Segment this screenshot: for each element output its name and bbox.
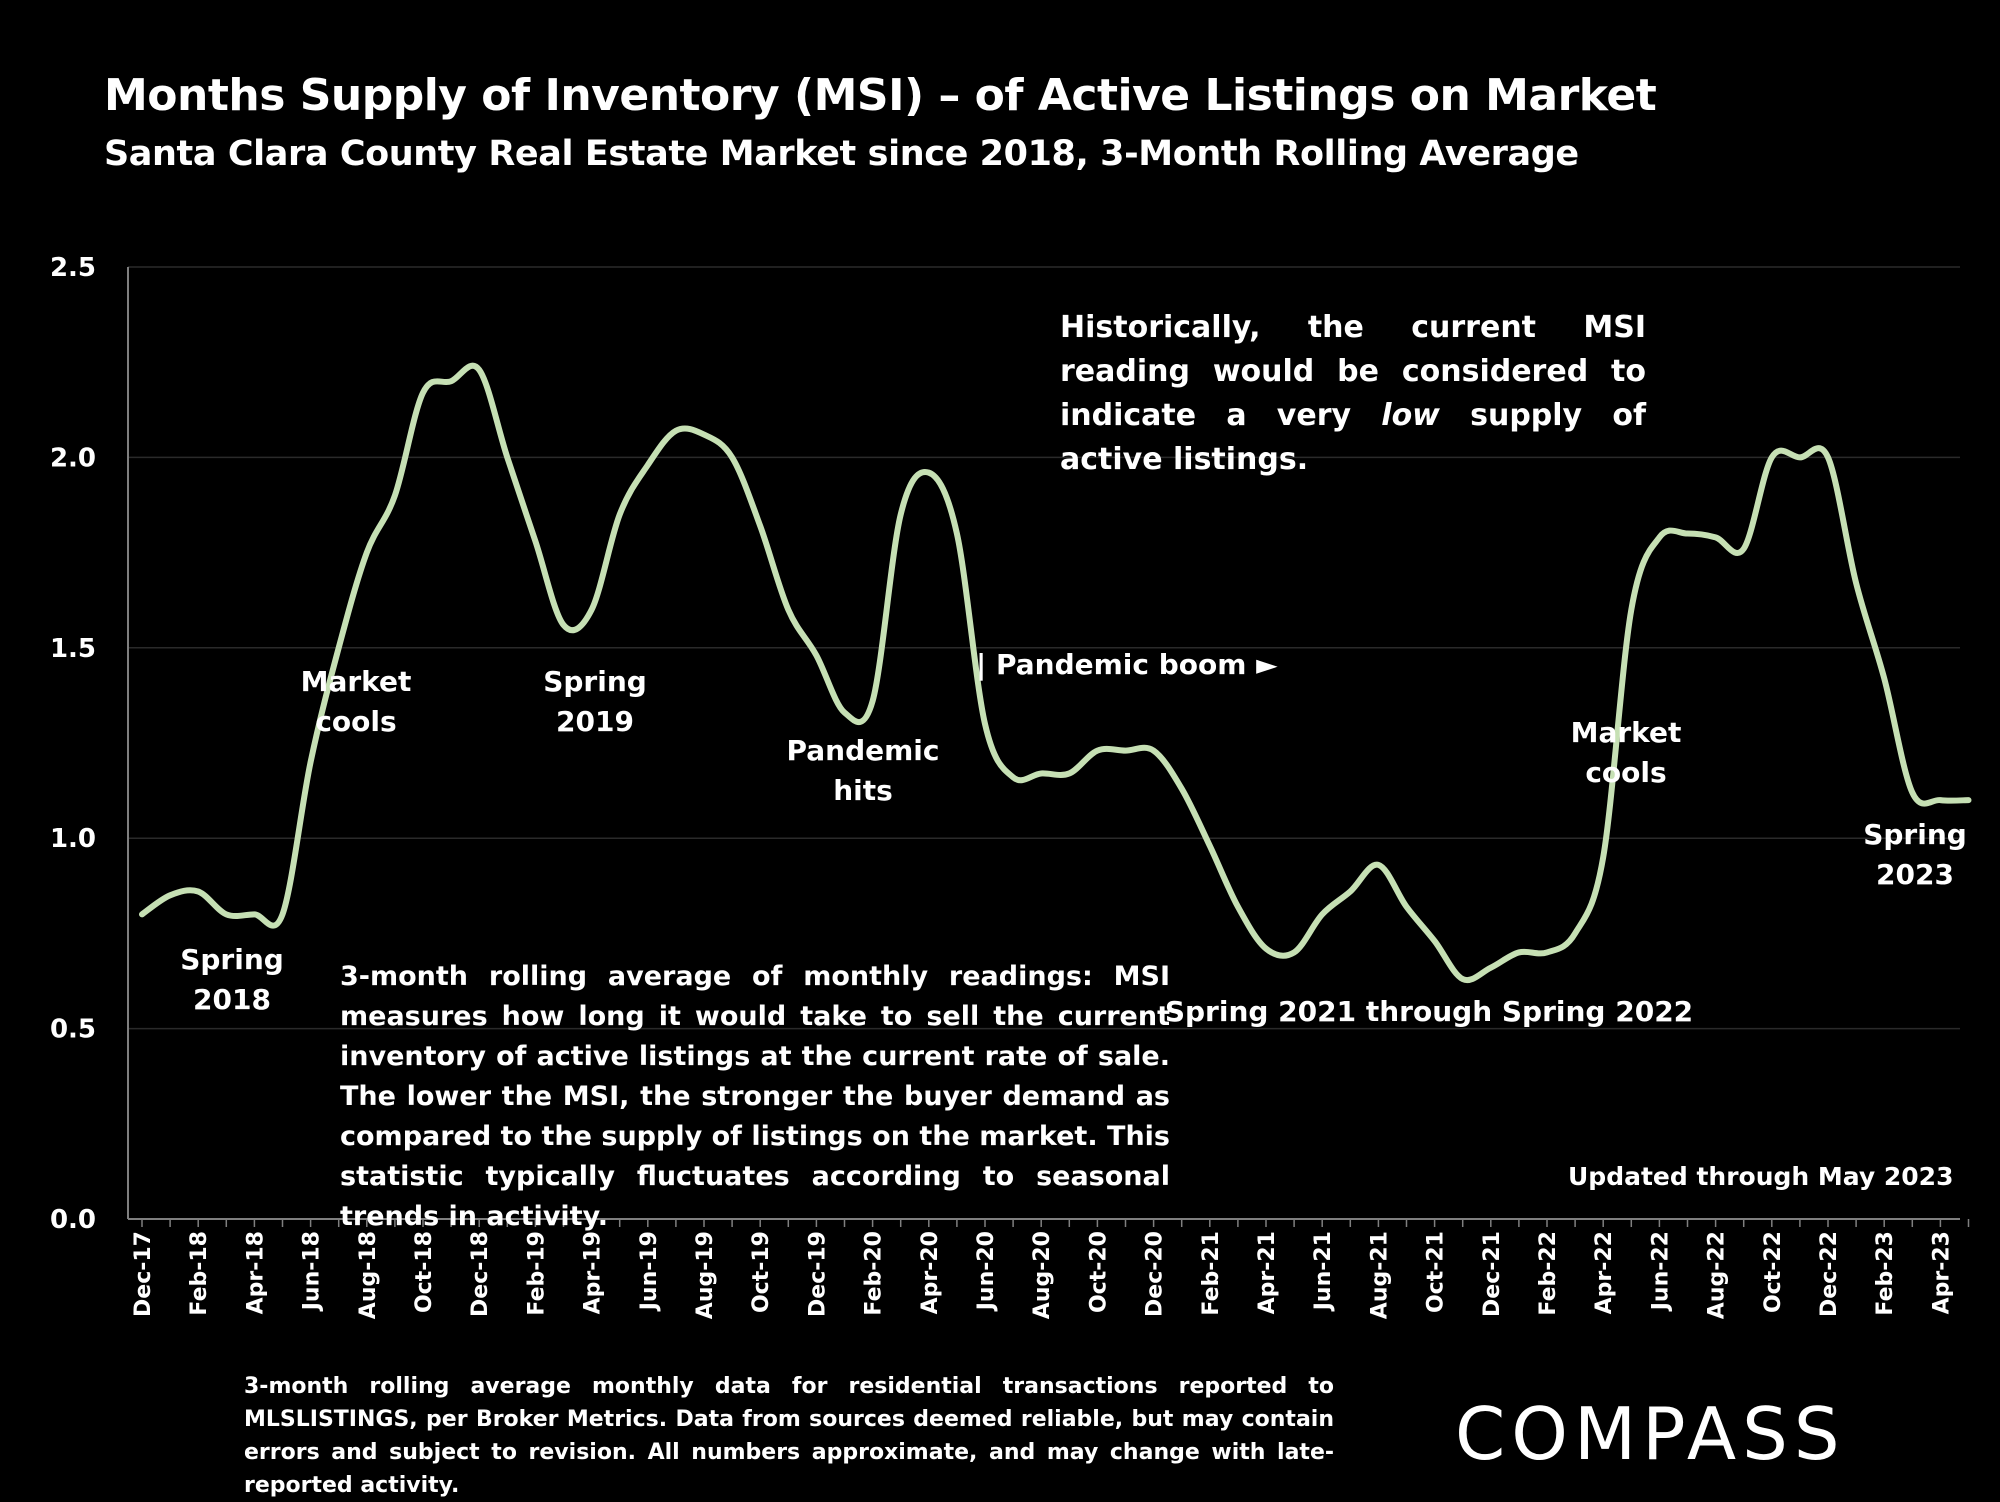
gridlines — [128, 266, 1960, 1030]
x-tick-label: Dec-17 — [131, 1231, 156, 1317]
y-tick-label: 2.0 — [50, 443, 96, 473]
x-tick-label: Dec-22 — [1817, 1231, 1842, 1317]
x-tick-label: Oct-19 — [749, 1231, 774, 1313]
series-line-msi — [139, 362, 1972, 984]
pandemic-boom-label: | Pandemic boom ► — [976, 648, 1278, 681]
annotation-spring-2023: Spring 2023 — [1863, 818, 1967, 891]
axes — [127, 267, 1970, 1227]
x-tick-label: Aug-19 — [693, 1231, 718, 1319]
annotation-pandemic-hits: Pandemic hits — [786, 734, 940, 807]
x-tick-label: Aug-20 — [1030, 1231, 1055, 1319]
definition-note: 3-month rolling average of monthly readi… — [340, 961, 1170, 1232]
annotation-market-cools-2018: Market cools — [300, 665, 412, 738]
y-tick-labels: 0.0 0.5 1.0 1.5 2.0 2.5 — [50, 253, 96, 1235]
annotation-spring-2021-2022: Spring 2021 through Spring 2022 — [1164, 995, 1694, 1028]
x-tick-label: Aug-22 — [1705, 1231, 1730, 1319]
x-tick-label: Jun-20 — [974, 1231, 999, 1312]
x-tick-label: Apr-20 — [918, 1231, 943, 1314]
x-tick-label: Jun-18 — [300, 1231, 325, 1312]
x-tick-label: Aug-21 — [1367, 1231, 1392, 1319]
x-tick-label: Apr-21 — [1255, 1231, 1280, 1314]
y-tick-label: 2.5 — [50, 253, 96, 283]
x-tick-label: Apr-22 — [1592, 1231, 1617, 1314]
compass-logo: COMPASS — [1455, 1392, 1846, 1476]
footer-note: 3-month rolling average monthly data for… — [244, 1374, 1334, 1498]
y-tick-label: 1.5 — [50, 634, 96, 664]
x-tick-label: Feb-21 — [1199, 1231, 1224, 1316]
historical-note: Historically, the current MSI reading wo… — [1060, 310, 1646, 477]
chart-subtitle: Santa Clara County Real Estate Market si… — [104, 134, 1579, 174]
x-tick-label: Apr-19 — [581, 1231, 606, 1314]
x-tick-label: Jun-22 — [1648, 1231, 1673, 1312]
x-tick-label: Feb-20 — [862, 1231, 887, 1316]
x-tick-label: Oct-21 — [1424, 1231, 1449, 1313]
y-tick-label: 0.5 — [50, 1015, 96, 1045]
x-tick-label: Dec-21 — [1480, 1231, 1505, 1317]
y-tick-label: 0.0 — [50, 1205, 96, 1235]
x-tick-label: Dec-19 — [805, 1231, 830, 1317]
x-tick-label: Dec-20 — [1143, 1231, 1168, 1317]
x-tick-label: Oct-22 — [1761, 1231, 1786, 1313]
x-tick-label: Feb-19 — [524, 1231, 549, 1316]
annotation-market-cools-2022: Market cools — [1570, 716, 1682, 789]
x-tick-label: Feb-22 — [1536, 1231, 1561, 1316]
x-tick-label: Feb-23 — [1873, 1231, 1898, 1316]
updated-label: Updated through May 2023 — [1568, 1162, 1954, 1191]
annotation-spring-2018: Spring 2018 — [180, 943, 284, 1016]
x-tick-label: Oct-18 — [412, 1231, 437, 1313]
chart-title: Months Supply of Inventory (MSI) – of Ac… — [104, 70, 1657, 121]
x-tick-label: Apr-23 — [1929, 1231, 1954, 1314]
x-tick-label: Jun-21 — [1311, 1231, 1336, 1312]
x-tick-label: Feb-18 — [187, 1231, 212, 1316]
x-tick-label: Aug-18 — [356, 1231, 381, 1319]
x-tick-label: Dec-18 — [468, 1231, 493, 1317]
y-tick-label: 1.0 — [50, 824, 96, 854]
x-tick-label: Apr-18 — [243, 1231, 268, 1314]
x-tick-label: Oct-20 — [1086, 1231, 1111, 1313]
x-tick-labels: Dec-17 Feb-18 Apr-18 Jun-18 Aug-18 Oct-18 Dec-… — [131, 1231, 1954, 1319]
annotation-spring-2019: Spring 2019 — [543, 665, 647, 738]
x-tick-label: Jun-19 — [637, 1231, 662, 1312]
